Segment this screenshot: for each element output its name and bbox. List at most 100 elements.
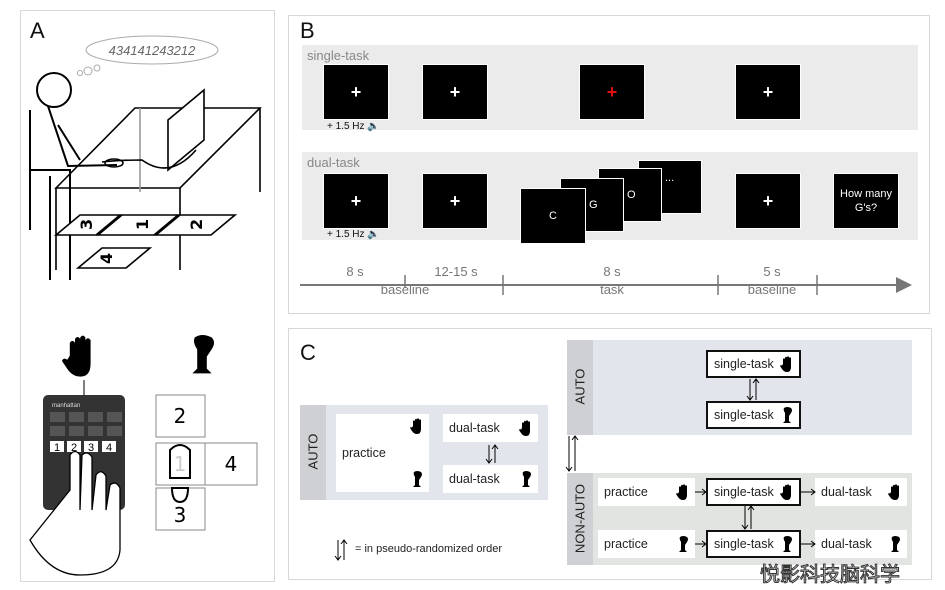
panel-c-label: C	[300, 340, 316, 365]
duration-label: 8 s	[603, 264, 621, 279]
practice-label: practice	[604, 485, 648, 499]
single-task-label: single-task	[714, 485, 774, 499]
letter: C	[549, 210, 557, 222]
duration-label: 5 s	[763, 264, 781, 279]
phase-label: task	[600, 282, 624, 297]
footprint-outline	[169, 444, 191, 504]
leg-icon	[413, 471, 422, 487]
practice-leg-box: practice	[598, 530, 695, 558]
fixation-screen: +	[735, 64, 801, 120]
dual-task-label: dual-task	[449, 421, 500, 435]
single-task-hand-box: single-task	[706, 350, 801, 378]
floor-pad-digit: 2	[187, 219, 206, 230]
single-task-label: single-task	[714, 357, 774, 371]
legend-text: = in pseudo-randomized order	[355, 543, 503, 555]
tone-text: + 1.5 Hz	[327, 229, 365, 240]
fixation-cross: +	[762, 191, 774, 211]
foot-pad-digit: 3	[174, 503, 187, 527]
fixation-cross: +	[762, 82, 774, 102]
keypad-brand: manhattan	[52, 403, 80, 409]
hand-icon	[676, 483, 687, 500]
tone-text: + 1.5 Hz	[327, 121, 365, 132]
practice-label: practice	[342, 446, 386, 460]
duration-label: 8 s	[346, 264, 364, 279]
thought-bubble	[85, 35, 219, 65]
practice-label: practice	[604, 537, 648, 551]
fixation-cross: +	[350, 82, 362, 102]
hand-icon	[410, 418, 421, 434]
fixation-screen: +	[735, 173, 801, 229]
non-auto-strip	[567, 473, 593, 565]
hand-icon	[888, 483, 899, 500]
speaker-icon: 🔈	[367, 229, 380, 240]
fixation-screen: +	[323, 64, 389, 120]
non-auto-label: NON-AUTO	[572, 483, 588, 554]
floor-pad-digit: 4	[97, 253, 116, 264]
phase-label: baseline	[380, 282, 430, 297]
foot-pad-digit: 1	[174, 452, 187, 476]
dual-task-label: dual-task	[821, 537, 872, 551]
leg-icon	[679, 535, 688, 552]
randomized-order-arrows	[485, 444, 499, 464]
timeline-arrowhead	[896, 277, 912, 293]
floor-pad-digit: 3	[77, 219, 96, 230]
dual-task-leg-box: dual-task	[443, 465, 538, 493]
single-task-label: single-task	[307, 48, 370, 63]
floor-pads	[53, 214, 238, 269]
speaker-icon: 🔈	[367, 121, 380, 132]
panel-b-label: B	[300, 18, 315, 43]
fixation-screen: +	[323, 173, 389, 229]
auto-strip	[300, 405, 326, 500]
panel-a-label: A	[30, 18, 45, 43]
hand-icon	[62, 335, 91, 377]
fixation-cross: +	[350, 191, 362, 211]
randomized-order-arrows	[746, 378, 760, 401]
watermark: 悦影科技脑科学	[760, 564, 901, 587]
fixation-cross: +	[449, 82, 461, 102]
question-screen: How many G's?	[833, 173, 899, 229]
keypad-key: 3	[88, 442, 94, 454]
single-task-hand-box: single-task	[706, 478, 801, 506]
hand-outline	[29, 450, 121, 576]
red-fixation-cross: +	[606, 82, 618, 102]
floor-pad-digit: 1	[133, 219, 152, 230]
hand-icon	[780, 355, 791, 372]
hand-icon	[519, 419, 530, 436]
fixation-screen: +	[422, 173, 488, 229]
auto-strip	[567, 340, 593, 435]
thought-digits: 434141243212	[109, 43, 197, 58]
keypad-key: 1	[54, 442, 60, 454]
letter: O	[627, 189, 636, 201]
keypad-key: 2	[71, 442, 77, 454]
single-task-leg-box: single-task	[706, 530, 801, 558]
fixation-screen: +	[422, 64, 488, 120]
tone-label: + 1.5 Hz 🔈	[327, 229, 380, 240]
auto-label: AUTO	[572, 368, 588, 405]
timeline	[300, 275, 912, 295]
leg-icon	[783, 406, 792, 423]
dual-task-leg-box: dual-task	[815, 530, 907, 558]
setup-illustration: 434141243212 3 1 2 4	[29, 35, 262, 576]
table	[54, 88, 262, 270]
single-task-label: single-task	[714, 408, 774, 422]
letter: G	[589, 199, 598, 211]
leg-icon	[192, 335, 214, 374]
single-task-label: single-task	[714, 537, 774, 551]
group-order-arrows	[565, 435, 579, 472]
single-task-leg-box: single-task	[706, 401, 801, 429]
leg-icon	[891, 535, 900, 552]
auto-label: AUTO	[305, 433, 321, 470]
dual-task-hand-box: dual-task	[815, 478, 907, 506]
person-figure	[29, 72, 118, 280]
phase-label: baseline	[747, 282, 797, 297]
cue-screen: +	[579, 64, 645, 120]
dual-task-label: dual-task	[821, 485, 872, 499]
foot-pad-digit: 2	[174, 404, 187, 428]
leg-icon	[522, 470, 531, 487]
tone-label: + 1.5 Hz 🔈	[327, 121, 380, 132]
letter-screen: C	[520, 188, 586, 244]
keypad-key: 4	[106, 442, 112, 454]
foot-pad-digit: 4	[225, 452, 238, 476]
dual-task-label: dual-task	[307, 155, 360, 170]
